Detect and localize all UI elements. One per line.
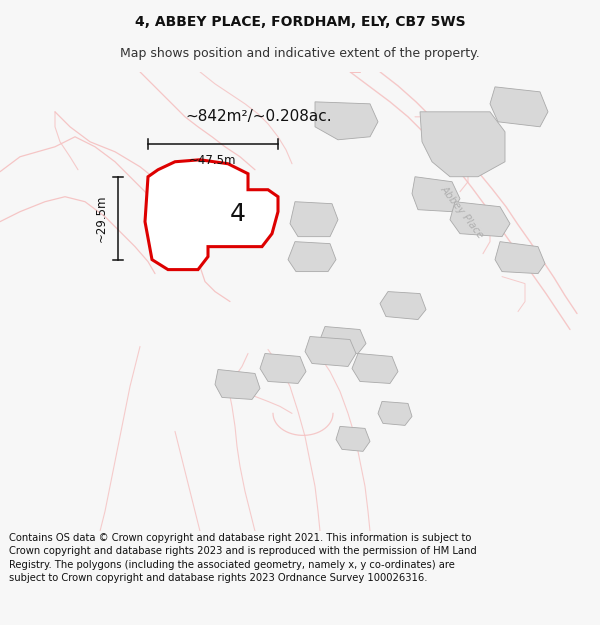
Polygon shape (336, 426, 370, 451)
Polygon shape (450, 202, 510, 237)
Polygon shape (352, 354, 398, 384)
Text: ~29.5m: ~29.5m (95, 194, 108, 242)
Polygon shape (315, 102, 378, 140)
Polygon shape (380, 292, 426, 319)
Text: Contains OS data © Crown copyright and database right 2021. This information is : Contains OS data © Crown copyright and d… (9, 533, 477, 582)
Text: Map shows position and indicative extent of the property.: Map shows position and indicative extent… (120, 48, 480, 61)
Polygon shape (495, 242, 545, 274)
Polygon shape (412, 177, 460, 212)
Polygon shape (290, 202, 338, 237)
Text: 4: 4 (230, 202, 246, 226)
Polygon shape (145, 160, 278, 269)
Text: ~47.5m: ~47.5m (189, 154, 237, 167)
Text: ~842m²/~0.208ac.: ~842m²/~0.208ac. (185, 109, 332, 124)
Polygon shape (288, 242, 336, 272)
Polygon shape (420, 112, 505, 177)
Polygon shape (305, 336, 356, 366)
Polygon shape (260, 354, 306, 384)
Polygon shape (215, 369, 260, 399)
Text: 4, ABBEY PLACE, FORDHAM, ELY, CB7 5WS: 4, ABBEY PLACE, FORDHAM, ELY, CB7 5WS (134, 14, 466, 29)
Text: Abbey Place: Abbey Place (439, 184, 485, 240)
Polygon shape (378, 401, 412, 426)
Polygon shape (490, 87, 548, 127)
Polygon shape (320, 326, 366, 354)
